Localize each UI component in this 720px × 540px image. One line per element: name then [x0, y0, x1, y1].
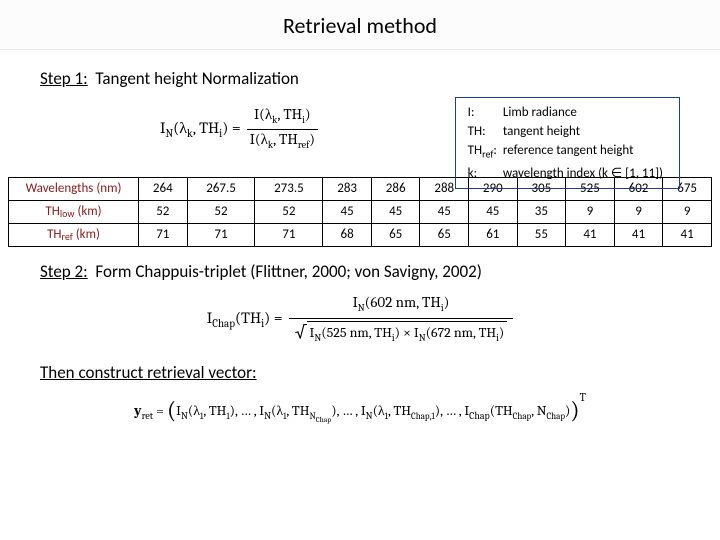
cell: 71	[255, 224, 323, 247]
formula1: IN(λk, THi) = I(λk, THi) I(λk, THref)	[160, 105, 318, 154]
cell: 264	[139, 178, 188, 201]
formula2: IChap(THi) = IN(602 nm, THi) √IN(525 nm,…	[0, 292, 720, 348]
cell: 286	[371, 178, 420, 201]
legend-box: I:Limb radiance TH:tangent height THref:…	[455, 97, 680, 189]
table-row: THlow (km) 52 52 52 45 45 45 45 35 9 9 9	[9, 201, 712, 224]
cell: 68	[323, 224, 372, 247]
formula2-num: IN(602 nm, THi)	[289, 292, 514, 319]
formula1-lhs: IN(λk, THi) =	[160, 119, 241, 140]
cell: 35	[517, 201, 566, 224]
legend-k-key: k:	[468, 165, 501, 182]
cell: 41	[663, 224, 712, 247]
cell: 71	[139, 224, 188, 247]
legend-TH-val: tangent height	[503, 123, 667, 140]
cell: 55	[517, 224, 566, 247]
cell: 71	[187, 224, 255, 247]
cell: 61	[469, 224, 518, 247]
step1-text: Tangent height Normalization	[95, 68, 298, 89]
step2-label: Step 2:	[40, 261, 88, 282]
cell: 9	[566, 201, 615, 224]
cell: 267.5	[187, 178, 255, 201]
row1-hdr: THlow (km)	[9, 201, 139, 224]
legend-k-val: wavelength index (k ∈ [1, 11])	[503, 165, 667, 182]
formula1-num: I(λk, THi)	[247, 105, 318, 130]
legend-table: I:Limb radiance TH:tangent height THref:…	[466, 102, 669, 184]
cell: 65	[420, 224, 469, 247]
legend-THref-key: THref:	[468, 142, 501, 163]
cell: 52	[139, 201, 188, 224]
formula1-row: IN(λk, THi) = I(λk, THi) I(λk, THref) I:…	[40, 97, 680, 165]
then-line: Then construct retrieval vector:	[40, 362, 680, 383]
cell: 273.5	[255, 178, 323, 201]
cell: 45	[420, 201, 469, 224]
formula3: yret = (IN(λ1, TH1), … , IN(λ1, THNChap)…	[0, 393, 720, 424]
legend-THref-val: reference tangent height	[503, 142, 667, 163]
cell: 45	[323, 201, 372, 224]
cell: 65	[371, 224, 420, 247]
step1-line: Step 1: Tangent height Normalization	[40, 68, 680, 89]
formula3-transpose: T	[580, 391, 586, 404]
cell: 283	[323, 178, 372, 201]
step2-line: Step 2: Form Chappuis-triplet (Flittner,…	[40, 261, 680, 282]
legend-I-val: Limb radiance	[503, 104, 667, 121]
step2-text: Form Chappuis-triplet (Flittner, 2000; v…	[95, 261, 482, 282]
cell: 41	[614, 224, 663, 247]
cell: 41	[566, 224, 615, 247]
step1-label: Step 1:	[40, 68, 88, 89]
cell: 45	[371, 201, 420, 224]
page-title: Retrieval method	[0, 0, 720, 50]
legend-I-key: I:	[468, 104, 501, 121]
cell: 52	[187, 201, 255, 224]
cell: 52	[255, 201, 323, 224]
legend-TH-key: TH:	[468, 123, 501, 140]
formula2-den: √IN(525 nm, THi) × IN(672 nm, THi)	[289, 319, 514, 348]
cell: 9	[614, 201, 663, 224]
cell: 45	[469, 201, 518, 224]
cell: 9	[663, 201, 712, 224]
row2-hdr: THref (km)	[9, 224, 139, 247]
formula1-den: I(λk, THref)	[247, 130, 318, 154]
formula2-lhs: IChap(THi) =	[207, 309, 283, 330]
row0-hdr: Wavelengths (nm)	[9, 178, 139, 201]
table-row: THref (km) 71 71 71 68 65 65 61 55 41 41…	[9, 224, 712, 247]
